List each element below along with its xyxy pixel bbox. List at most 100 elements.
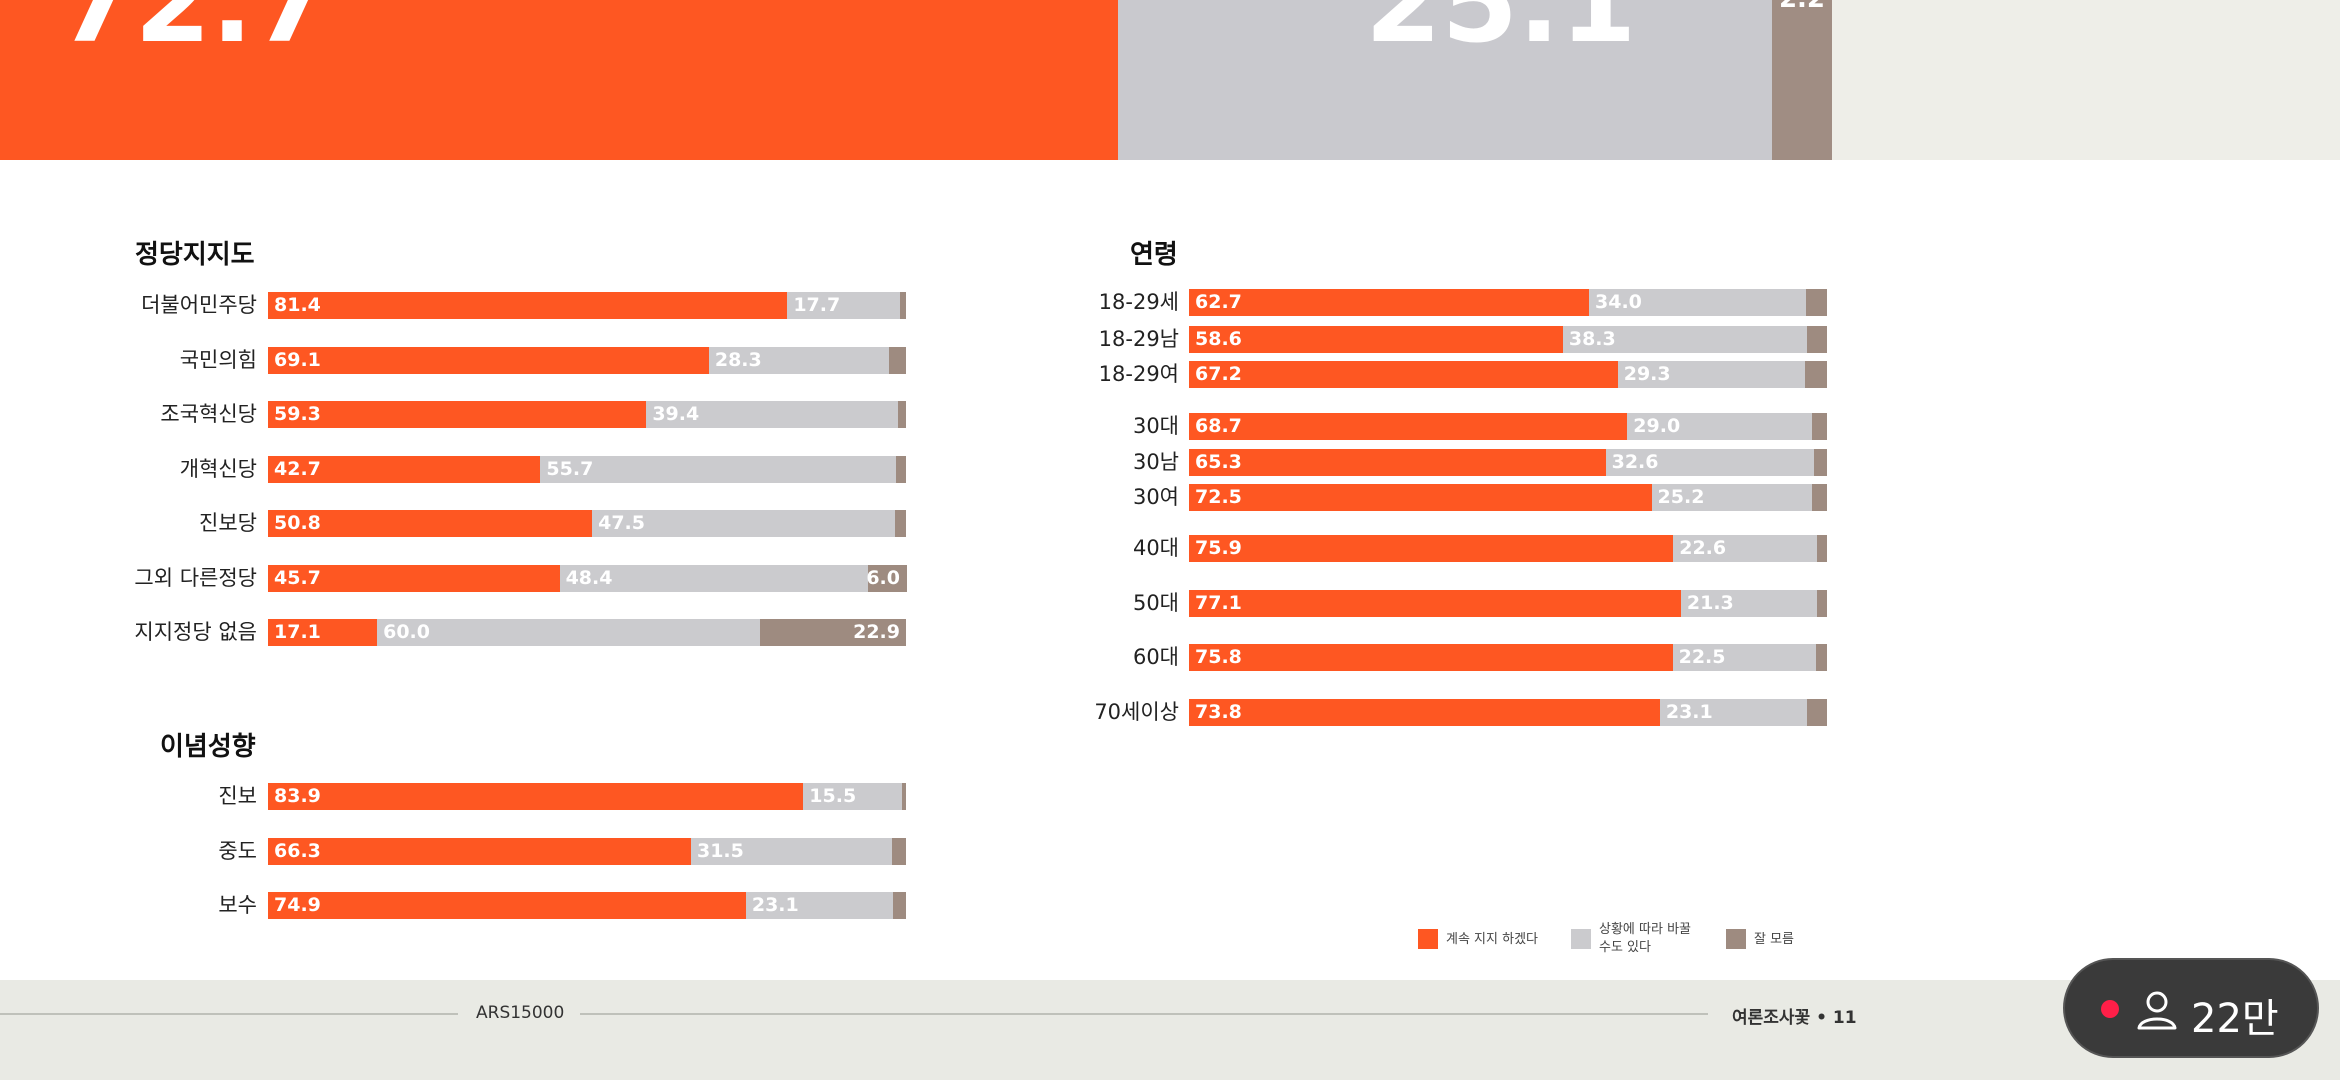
bar-segment bbox=[895, 456, 906, 483]
bar-segment bbox=[1189, 361, 1618, 388]
bar-segment bbox=[1807, 326, 1827, 353]
bar-segment bbox=[540, 456, 896, 483]
bar-value-label: 34.0 bbox=[1595, 291, 1642, 313]
bar-value-label: 29.3 bbox=[1623, 363, 1671, 385]
bar-segment bbox=[559, 565, 869, 592]
row-label: 40대 bbox=[1132, 536, 1179, 560]
bar-value-label: 17.7 bbox=[793, 294, 841, 316]
row-label: 30대 bbox=[1132, 414, 1179, 438]
row-label: 국민의힘 bbox=[179, 348, 257, 372]
row-label: 50대 bbox=[1132, 591, 1179, 615]
row-label: 보수 bbox=[218, 893, 257, 917]
person-icon bbox=[2137, 991, 2177, 1030]
bar-segment bbox=[268, 783, 804, 810]
bar-segment bbox=[1805, 289, 1827, 316]
bar-value-label: 73.8 bbox=[1195, 701, 1242, 723]
bar-segment bbox=[268, 565, 560, 592]
page-footer bbox=[0, 980, 2340, 1080]
bar-segment bbox=[708, 347, 890, 374]
bar-value-label: 58.6 bbox=[1195, 328, 1242, 350]
overall-result-bar: 72.7 25.1 2.2 bbox=[0, 0, 2340, 160]
row-label: 중도 bbox=[218, 839, 257, 863]
bar-value-label: 29.0 bbox=[1633, 415, 1681, 437]
bar-segment bbox=[1189, 699, 1660, 726]
bar-segment bbox=[1673, 535, 1818, 562]
overall-value-2: 2.2 bbox=[1772, 0, 1832, 12]
bar-value-label: 47.5 bbox=[598, 512, 645, 534]
bar-segment bbox=[900, 292, 906, 319]
row-label: 그외 다른정당 bbox=[134, 566, 257, 590]
bar-segment bbox=[759, 619, 906, 646]
bar-segment bbox=[895, 510, 906, 537]
bar-value-label: 23.1 bbox=[1665, 701, 1713, 723]
row-label: 18-29세 bbox=[1098, 290, 1179, 314]
bar-value-label: 68.7 bbox=[1195, 415, 1242, 437]
live-viewer-badge[interactable]: 22만 bbox=[2063, 958, 2319, 1058]
row-label: 진보당 bbox=[199, 511, 257, 535]
bar-value-label: 22.5 bbox=[1678, 646, 1726, 668]
bar-segment bbox=[646, 401, 898, 428]
footer-divider-middle bbox=[580, 1013, 1708, 1015]
legend-swatch-change bbox=[1571, 929, 1591, 949]
bar-value-label: 60.0 bbox=[383, 621, 430, 643]
bar-segment bbox=[268, 401, 647, 428]
bar-segment bbox=[268, 292, 788, 319]
bar-segment bbox=[1189, 535, 1674, 562]
bar-segment bbox=[592, 510, 896, 537]
legend-label-unknown: 잘 모름 bbox=[1754, 932, 1795, 947]
bar-value-label: 50.8 bbox=[274, 512, 321, 534]
bar-value-label: 28.3 bbox=[714, 349, 762, 371]
bar-segment bbox=[1659, 699, 1808, 726]
row-label: 18-29남 bbox=[1098, 327, 1179, 351]
bar-segment bbox=[1804, 361, 1827, 388]
bar-segment bbox=[268, 510, 593, 537]
bar-value-label: 38.3 bbox=[1568, 328, 1616, 350]
bar-segment bbox=[1189, 449, 1606, 476]
bar-segment bbox=[1617, 361, 1805, 388]
bar-value-label: 39.4 bbox=[652, 403, 700, 425]
bar-segment bbox=[1627, 413, 1813, 440]
bar-value-label: 48.4 bbox=[565, 567, 613, 589]
bar-value-label: 31.5 bbox=[696, 840, 744, 862]
bar-segment bbox=[1812, 413, 1827, 440]
bar-segment bbox=[891, 838, 906, 865]
row-label: 진보 bbox=[218, 784, 257, 808]
bar-value-label: 69.1 bbox=[274, 349, 321, 371]
party-chart-title: 정당지지도 bbox=[135, 240, 255, 270]
bar-value-label: 45.7 bbox=[274, 567, 321, 589]
bar-value-label: 42.7 bbox=[274, 458, 321, 480]
legend-swatch-keep bbox=[1418, 929, 1438, 949]
bar-segment bbox=[1189, 484, 1652, 511]
bar-segment bbox=[1189, 644, 1673, 671]
bar-segment bbox=[1189, 289, 1590, 316]
overall-value-0: 72.7 bbox=[58, 0, 330, 67]
bar-value-label: 65.3 bbox=[1195, 451, 1242, 473]
bar-segment bbox=[897, 401, 906, 428]
bar-value-label: 25.2 bbox=[1657, 486, 1705, 508]
legend-swatch-unknown bbox=[1726, 929, 1746, 949]
bar-value-label: 17.1 bbox=[274, 621, 321, 643]
row-label: 개혁신당 bbox=[179, 457, 257, 481]
bar-segment bbox=[1817, 535, 1827, 562]
overall-segment-2 bbox=[1772, 0, 1832, 160]
bar-segment bbox=[268, 892, 746, 919]
bar-value-label: 59.3 bbox=[274, 403, 321, 425]
bar-value-label: 15.5 bbox=[809, 785, 857, 807]
bar-segment bbox=[1189, 413, 1628, 440]
bar-value-label: 72.5 bbox=[1195, 486, 1242, 508]
viewer-count: 22만 bbox=[2191, 996, 2279, 1042]
bar-value-label: 75.8 bbox=[1195, 646, 1242, 668]
bar-value-label: 81.4 bbox=[274, 294, 321, 316]
row-label: 더불어민주당 bbox=[141, 293, 257, 317]
row-label: 30여 bbox=[1132, 485, 1179, 509]
legend-label-change: 상황에 따라 바꿀 수도 있다 bbox=[1599, 922, 1691, 955]
bar-segment bbox=[1605, 449, 1814, 476]
bar-value-label: 22.6 bbox=[1679, 537, 1727, 559]
bar-segment bbox=[1672, 644, 1817, 671]
bar-segment bbox=[1589, 289, 1806, 316]
bar-segment bbox=[1680, 590, 1817, 617]
overall-segment-1 bbox=[1118, 0, 1772, 160]
bar-segment bbox=[1189, 590, 1681, 617]
bar-segment bbox=[1562, 326, 1808, 353]
overall-value-1: 25.1 bbox=[1365, 0, 1637, 67]
